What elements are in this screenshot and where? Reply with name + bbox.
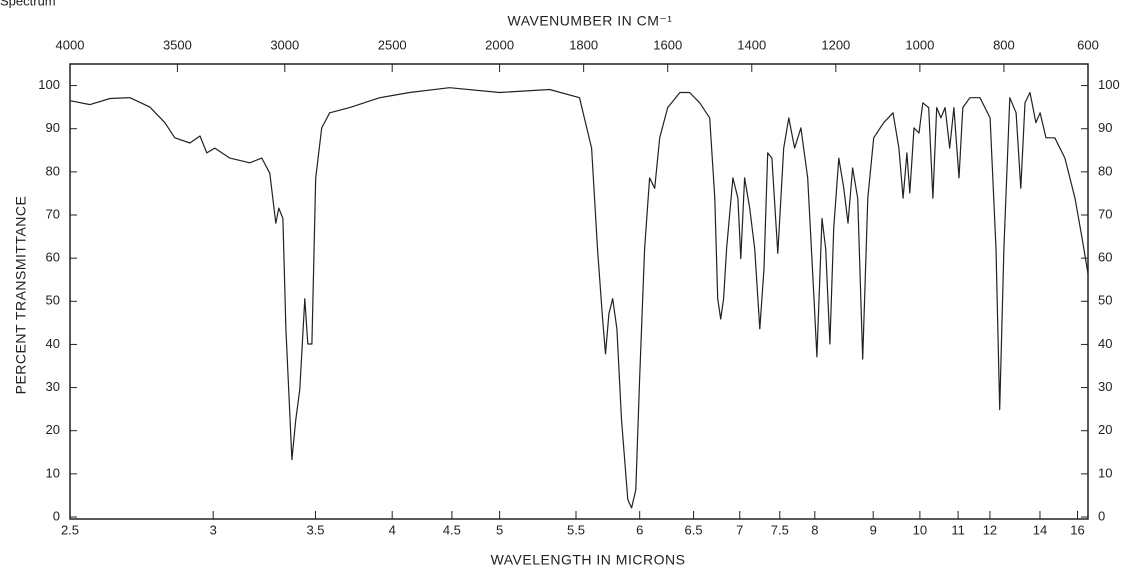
y-tick-label: 80 (46, 163, 60, 178)
top-tick-label: 3000 (270, 37, 299, 52)
y-tick-label-right: 10 (1098, 465, 1112, 480)
top-tick-label: 1400 (737, 37, 766, 52)
y-tick-label: 60 (46, 250, 60, 265)
x-tick-label: 6.5 (685, 522, 703, 537)
y-axis-label: PERCENT TRANSMITTANCE (13, 196, 29, 395)
y-tick-label-right: 20 (1098, 422, 1112, 437)
top-tick-label: 4000 (56, 37, 85, 52)
y-tick-label: 30 (46, 379, 60, 394)
top-tick-label: 600 (1077, 37, 1099, 52)
top-tick-label: 1200 (821, 37, 850, 52)
y-tick-label-right: 30 (1098, 379, 1112, 394)
top-axis-label: WAVENUMBER IN CM⁻¹ (508, 13, 673, 29)
x-tick-label: 5 (496, 522, 503, 537)
x-tick-label: 2.5 (61, 522, 79, 537)
y-tick-label: 20 (46, 422, 60, 437)
x-tick-label: 10 (913, 522, 927, 537)
y-tick-label-right: 0 (1098, 508, 1105, 523)
spectrum-line (69, 87, 1089, 509)
chart-title: Spectrum (0, 0, 56, 8)
x-tick-label: 11 (951, 522, 965, 537)
top-tick-label: 800 (993, 37, 1015, 52)
x-tick-label: 12 (983, 522, 997, 537)
x-axis-label: WAVELENGTH IN MICRONS (491, 552, 686, 568)
top-tick-label: 2500 (378, 37, 407, 52)
y-tick-label-right: 40 (1098, 336, 1112, 351)
y-tick-label: 50 (46, 293, 60, 308)
top-tick-label: 1000 (905, 37, 934, 52)
x-tick-label: 9 (870, 522, 877, 537)
y-tick-label-right: 70 (1098, 206, 1112, 221)
top-tick-label: 3500 (163, 37, 192, 52)
y-tick-label-right: 50 (1098, 293, 1112, 308)
x-tick-label: 7.5 (771, 522, 789, 537)
y-tick-label-right: 80 (1098, 163, 1112, 178)
top-tick-label: 2000 (485, 37, 514, 52)
x-tick-label: 3 (210, 522, 217, 537)
y-tick-label: 90 (46, 120, 60, 135)
x-tick-label: 16 (1070, 522, 1084, 537)
y-tick-label: 0 (53, 508, 60, 523)
y-tick-label-right: 90 (1098, 120, 1112, 135)
x-tick-label: 8 (811, 522, 818, 537)
y-tick-label: 10 (46, 465, 60, 480)
x-tick-label: 4.5 (443, 522, 461, 537)
y-tick-label-right: 60 (1098, 250, 1112, 265)
plot-frame (69, 63, 1089, 520)
x-tick-label: 7 (736, 522, 743, 537)
x-tick-label: 3.5 (306, 522, 324, 537)
x-tick-label: 14 (1033, 522, 1047, 537)
y-tick-label: 100 (38, 77, 60, 92)
x-tick-label: 5.5 (567, 522, 585, 537)
y-tick-label: 70 (46, 206, 60, 221)
y-tick-label-right: 100 (1098, 77, 1120, 92)
top-tick-label: 1800 (569, 37, 598, 52)
x-tick-label: 6 (636, 522, 643, 537)
x-tick-label: 4 (389, 522, 396, 537)
top-tick-label: 1600 (653, 37, 682, 52)
y-tick-label: 40 (46, 336, 60, 351)
